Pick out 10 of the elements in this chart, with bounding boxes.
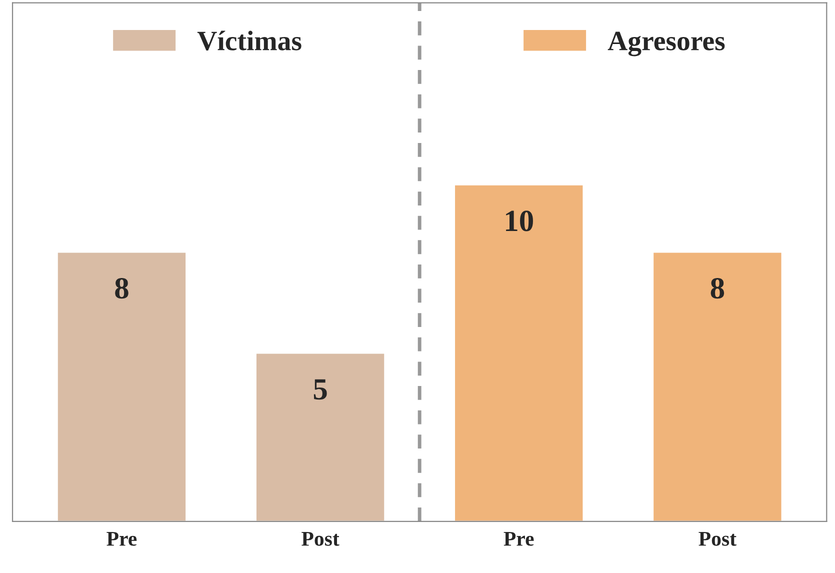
x-tick-label: Pre bbox=[504, 532, 534, 546]
data-label: 8 bbox=[710, 278, 724, 299]
x-tick-label: Post bbox=[698, 532, 736, 546]
legend-label: Agresores bbox=[608, 32, 725, 56]
x-tick-label: Pre bbox=[106, 532, 137, 546]
x-tick-label: Post bbox=[302, 532, 340, 546]
data-label: 10 bbox=[506, 210, 533, 232]
data-label: 5 bbox=[314, 379, 327, 400]
legend-label: Víctimas bbox=[197, 30, 302, 51]
data-label: 8 bbox=[115, 278, 128, 299]
